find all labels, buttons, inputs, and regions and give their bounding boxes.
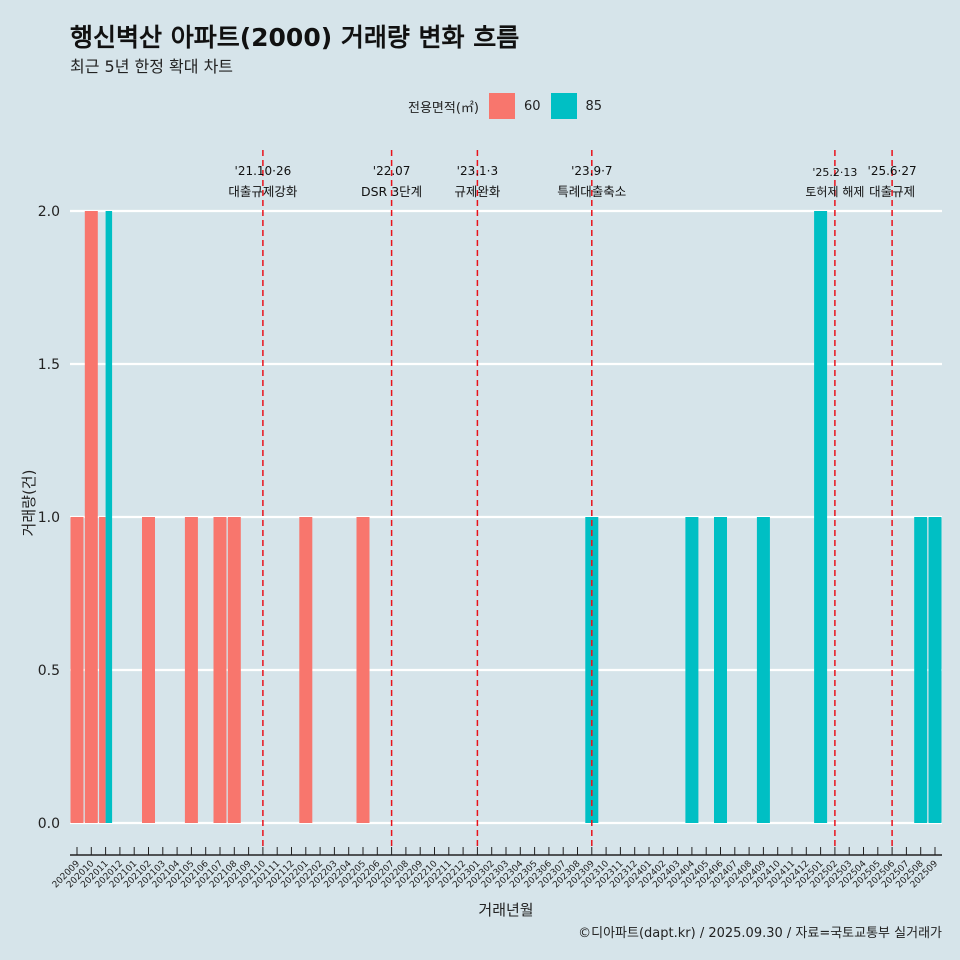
legend-label-60: 60 [523,98,541,114]
bar-85-202409 [756,517,770,823]
event-label: 규제완화 [454,184,501,199]
event-date: '25.2·13 [812,166,857,179]
legend-label-85: 85 [585,98,603,114]
event-label: 특례대출축소 [557,184,626,199]
event-label: DSR 3단계 [361,184,422,199]
bar-85-202501 [814,211,828,823]
bar-85-202406 [714,517,727,823]
bar-85-202509 [928,517,942,823]
bar-60-202205 [356,517,370,823]
event-label: 대출규제 [869,184,915,199]
event-date: '21.10·26 [235,164,292,178]
chart-subtitle: 최근 5년 한정 확대 차트 [70,57,234,76]
bar-85-202011 [105,211,113,823]
legend-title: 전용면적(㎡) [408,100,479,116]
legend: 전용면적(㎡) 60 85 [408,93,602,119]
y-tick-label: 1.5 [38,357,60,373]
y-tick-label: 1.0 [38,510,60,526]
y-tick-label: 2.0 [38,204,60,220]
y-tick-label: 0.0 [38,816,60,832]
bar-60-202010 [84,211,98,823]
bar-60-202105 [184,517,198,823]
bar-60-202108 [227,517,241,823]
event-label: 대출규제강화 [228,184,298,199]
bar-60-202201 [299,517,313,823]
event-date: '23.1·3 [457,164,498,178]
event-date: '23.9·7 [571,164,612,178]
x-axis-title: 거래년월 [478,901,533,919]
chart-title: 행신벽산 아파트(2000) 거래량 변화 흐름 [70,23,520,52]
legend-swatch-85 [550,93,577,119]
y-tick-label: 0.5 [38,663,60,679]
bar-85-202404 [685,517,699,823]
bar-60-202107 [213,517,227,823]
caption: ©디아파트(dapt.kr) / 2025.09.30 / 자료=국토교통부 실… [578,926,942,941]
event-label: 토허제 해제 [805,185,864,199]
bar-60-202009 [70,517,84,823]
y-axis-title: 거래량(건) [20,470,38,537]
event-date: '22.07 [373,164,411,178]
bar-60-202011 [99,517,106,823]
bar-85-202508 [914,517,928,823]
bar-60-202102 [142,517,155,823]
event-date: '25.6·27 [868,164,917,178]
legend-swatch-60 [488,93,515,119]
